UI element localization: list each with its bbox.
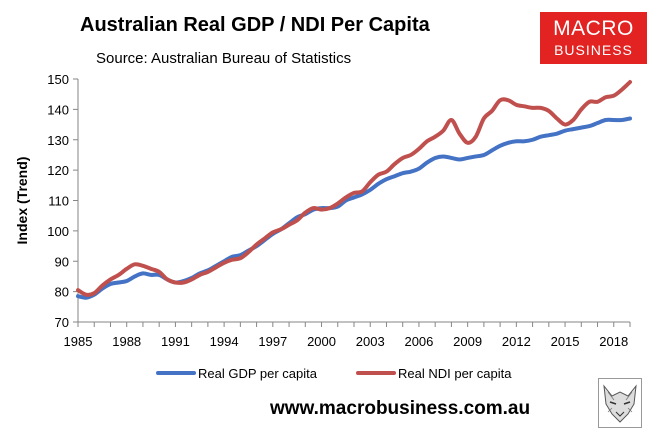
chart-source: Source: Australian Bureau of Statistics	[96, 50, 352, 67]
chart-legend: Real GDP per capita Real NDI per capita	[156, 366, 512, 381]
y-tick-label: 150	[47, 72, 69, 87]
y-tick-label: 140	[47, 102, 69, 117]
logo-line-1: MACRO	[553, 17, 634, 40]
y-tick-label: 70	[55, 315, 69, 330]
y-axis-label: Index (Trend)	[14, 157, 30, 245]
chart-series	[76, 80, 632, 300]
x-tick-label: 2000	[307, 334, 336, 349]
footer-url: www.macrobusiness.com.au	[270, 398, 531, 419]
y-tick-label: 120	[47, 163, 69, 178]
legend-label-gdp: Real GDP per capita	[198, 366, 318, 381]
x-tick-label: 1991	[161, 334, 190, 349]
y-tick-label: 110	[48, 194, 69, 209]
y-tick-label: 130	[47, 133, 69, 148]
chart-title: Australian Real GDP / NDI Per Capita	[80, 14, 430, 36]
chart-axes: 70 80 90 100 110 120 130 140 150 1985 1988 1991 1994…	[14, 72, 631, 349]
x-tick-label: 1994	[210, 334, 239, 349]
x-tick-label: 2012	[502, 334, 531, 349]
x-tick-label: 2009	[453, 334, 482, 349]
series-line-ndi	[76, 80, 632, 297]
x-tick-label: 1988	[112, 334, 141, 349]
macro-business-logo: MACRO BUSINESS	[540, 12, 647, 64]
legend-label-ndi: Real NDI per capita	[398, 366, 512, 381]
y-tick-label: 100	[47, 224, 69, 239]
x-tick-label: 2006	[404, 334, 433, 349]
x-tick-label: 2018	[599, 334, 628, 349]
x-tick-label: 1985	[64, 334, 93, 349]
x-tick-label: 2015	[551, 334, 580, 349]
logo-line-2: BUSINESS	[554, 42, 633, 58]
y-tick-label: 80	[55, 285, 69, 300]
y-tick-label: 90	[55, 254, 69, 269]
fox-mascot-icon	[598, 378, 642, 428]
x-tick-label: 2003	[356, 334, 385, 349]
x-tick-label: 1997	[258, 334, 287, 349]
